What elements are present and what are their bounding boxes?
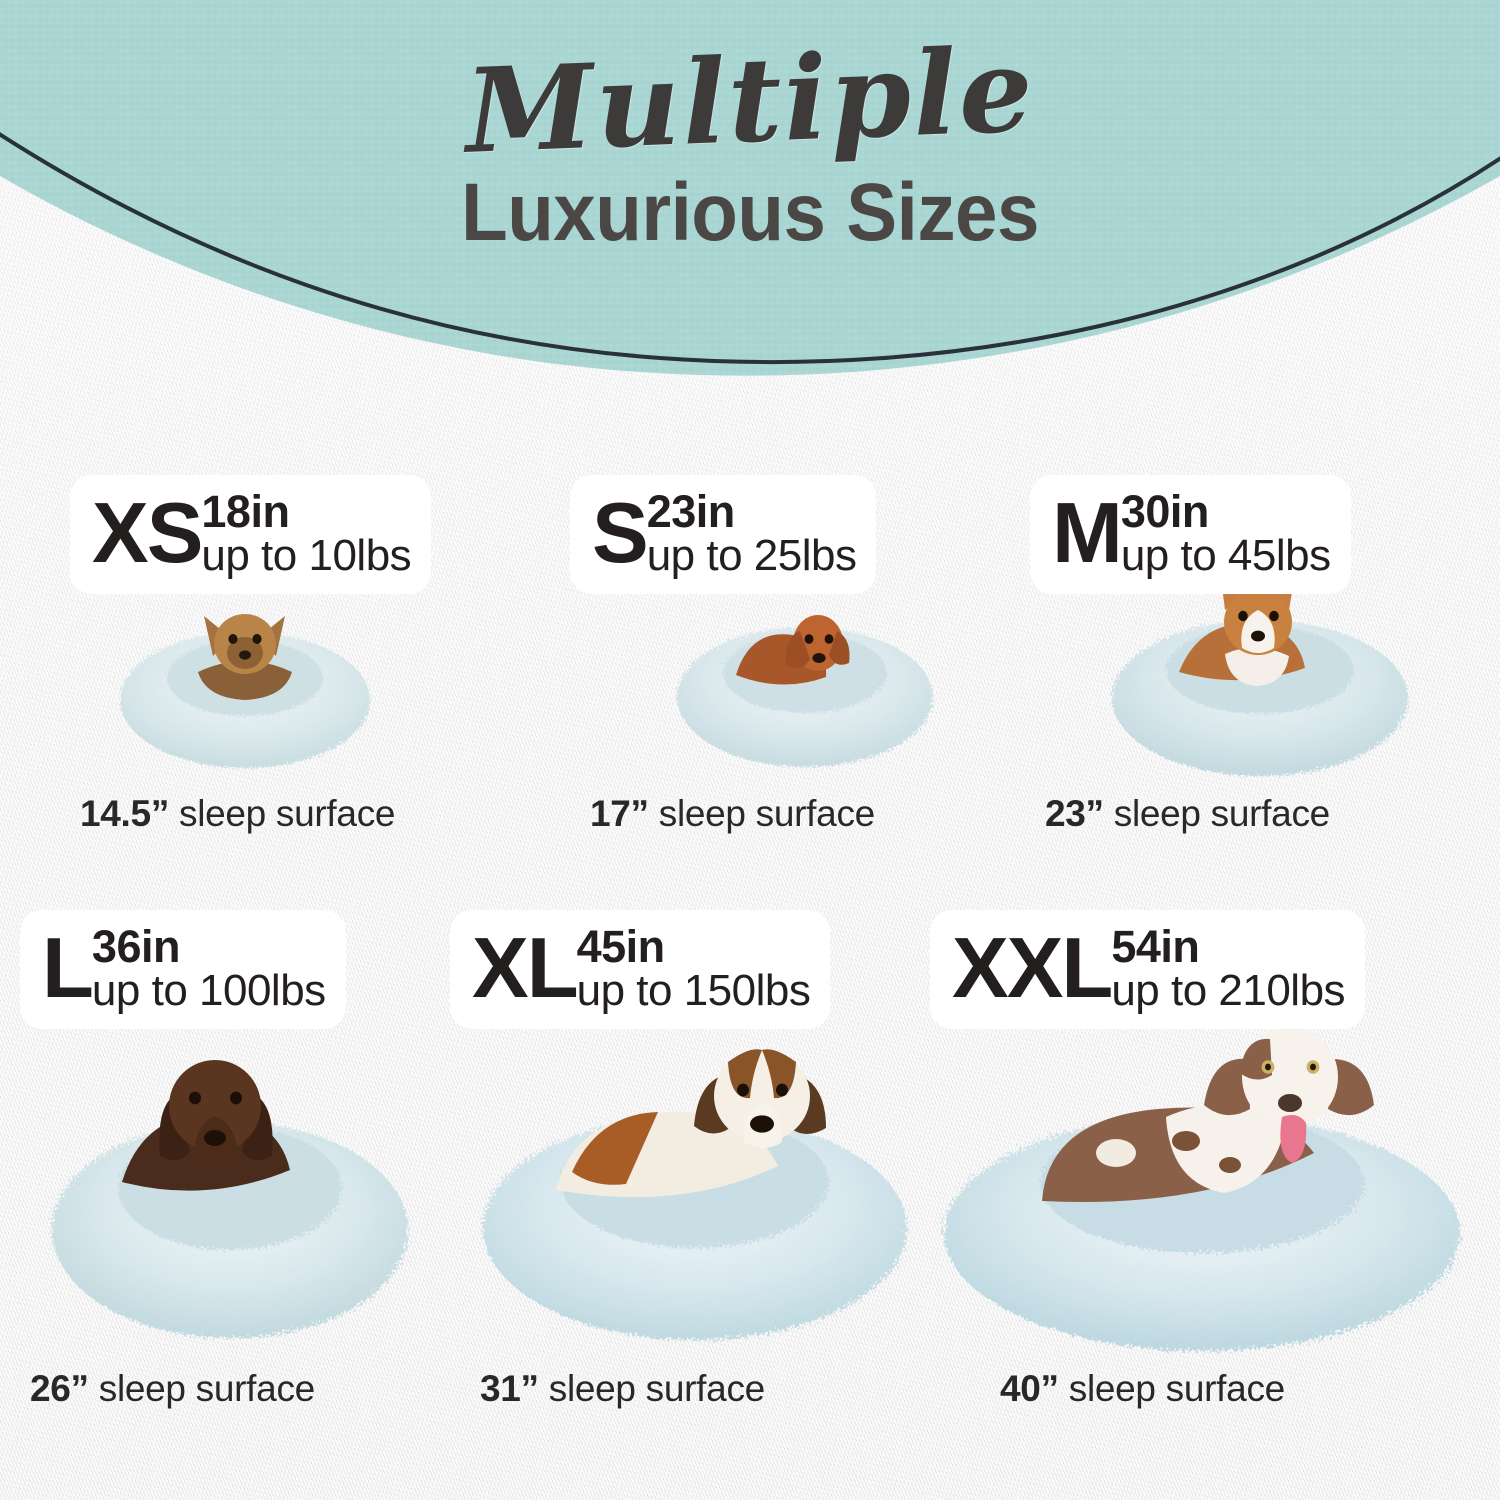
size-badge-weight-xxl: up to 210lbs bbox=[1111, 966, 1346, 1015]
dog-saint-bernard bbox=[556, 1049, 826, 1198]
size-card-xl[interactable]: XL 45in up to 150lbs 31” sleep surface bbox=[450, 910, 930, 1430]
dog-corgi bbox=[1179, 562, 1305, 686]
size-badge-xxl[interactable]: XXL 54in up to 210lbs bbox=[930, 910, 1366, 1029]
size-row-bottom: L 36in up to 100lbs 26” sleep surface bbox=[0, 910, 1500, 1430]
size-badge-label-s: S bbox=[592, 485, 649, 581]
sleep-surface-value-m: 23” bbox=[1045, 793, 1104, 834]
dog-dachshund bbox=[736, 615, 850, 685]
sleep-surface-caption-l: 26” sleep surface bbox=[30, 1368, 315, 1410]
page-title-main: Luxurious Sizes bbox=[461, 167, 1039, 259]
sleep-surface-caption-xl: 31” sleep surface bbox=[480, 1368, 765, 1410]
sleep-surface-text-l: sleep surface bbox=[98, 1368, 315, 1409]
size-badge-diameter-xs: 18in bbox=[201, 486, 290, 537]
size-badge-label-m: M bbox=[1052, 485, 1123, 581]
size-badge-diameter-l: 36in bbox=[91, 921, 181, 972]
dog-bed-image-xxl bbox=[930, 1005, 1480, 1355]
dog-bed-image-m bbox=[1075, 550, 1445, 780]
dog-bed-image-xl bbox=[460, 1010, 930, 1350]
sleep-surface-value-l: 26” bbox=[30, 1368, 89, 1409]
dog-yorkshire-terrier bbox=[198, 614, 292, 700]
size-badge-label-l: L bbox=[42, 920, 94, 1016]
size-row-top: XS 18in up to 10lbs 14.5” sleep surface bbox=[0, 455, 1500, 855]
size-badge-label-xxl: XXL bbox=[952, 920, 1113, 1016]
size-badge-weight-xs: up to 10lbs bbox=[201, 531, 412, 580]
size-card-s[interactable]: S 23in up to 25lbs 17” sleep surface bbox=[570, 455, 1010, 855]
size-card-xxl[interactable]: XXL 54in up to 210lbs 40” sleep surface bbox=[930, 910, 1490, 1430]
dog-chocolate-labrador bbox=[122, 1060, 290, 1191]
size-badge-label-xl: XL bbox=[472, 920, 579, 1016]
sleep-surface-caption-xs: 14.5” sleep surface bbox=[80, 793, 395, 835]
dog-bed-image-s bbox=[640, 565, 970, 775]
size-card-m[interactable]: M 30in up to 45lbs 23” sleep surface bbox=[1030, 455, 1470, 855]
size-card-xs[interactable]: XS 18in up to 10lbs 14.5” sleep surface bbox=[70, 455, 540, 855]
size-badge-s[interactable]: S 23in up to 25lbs bbox=[570, 475, 877, 594]
size-badge-weight-m: up to 45lbs bbox=[1120, 531, 1331, 580]
size-grid: XS 18in up to 10lbs 14.5” sleep surface bbox=[0, 455, 1500, 1500]
size-badge-weight-s: up to 25lbs bbox=[646, 531, 857, 580]
sleep-surface-value-s: 17” bbox=[590, 793, 649, 834]
size-badge-diameter-xxl: 54in bbox=[1111, 921, 1200, 972]
sleep-surface-value-xxl: 40” bbox=[1000, 1368, 1059, 1409]
sleep-surface-text-s: sleep surface bbox=[658, 793, 875, 834]
sleep-surface-caption-xxl: 40” sleep surface bbox=[1000, 1368, 1285, 1410]
dog-bed-image-xs bbox=[80, 560, 410, 775]
size-card-l[interactable]: L 36in up to 100lbs 26” sleep surface bbox=[20, 910, 450, 1430]
sleep-surface-caption-m: 23” sleep surface bbox=[1045, 793, 1330, 835]
size-badge-weight-l: up to 100lbs bbox=[91, 966, 326, 1015]
size-badge-label-xs: XS bbox=[92, 485, 203, 581]
size-badge-diameter-xl: 45in bbox=[576, 921, 666, 972]
size-badge-weight-xl: up to 150lbs bbox=[576, 966, 811, 1015]
size-badge-l[interactable]: L 36in up to 100lbs bbox=[20, 910, 346, 1029]
teal-wave-shape bbox=[0, 0, 1500, 376]
size-badge-xs[interactable]: XS 18in up to 10lbs bbox=[70, 475, 432, 594]
dog-bed-image-l bbox=[30, 1020, 430, 1350]
size-badge-m[interactable]: M 30in up to 45lbs bbox=[1030, 475, 1351, 594]
size-badge-xl[interactable]: XL 45in up to 150lbs bbox=[450, 910, 831, 1029]
sleep-surface-value-xl: 31” bbox=[480, 1368, 539, 1409]
wave-outline-stroke bbox=[0, 132, 1500, 365]
sleep-surface-text-xs: sleep surface bbox=[179, 793, 396, 834]
sleep-surface-text-xl: sleep surface bbox=[548, 1368, 765, 1409]
sleep-surface-text-xxl: sleep surface bbox=[1068, 1368, 1285, 1409]
sleep-surface-text-m: sleep surface bbox=[1113, 793, 1330, 834]
sleep-surface-value-xs: 14.5” bbox=[80, 793, 170, 834]
size-badge-diameter-m: 30in bbox=[1120, 486, 1210, 537]
size-badge-diameter-s: 23in bbox=[646, 486, 736, 537]
dog-great-dane bbox=[1042, 1027, 1374, 1202]
sleep-surface-caption-s: 17” sleep surface bbox=[590, 793, 875, 835]
header-wave-banner bbox=[0, 0, 1500, 376]
